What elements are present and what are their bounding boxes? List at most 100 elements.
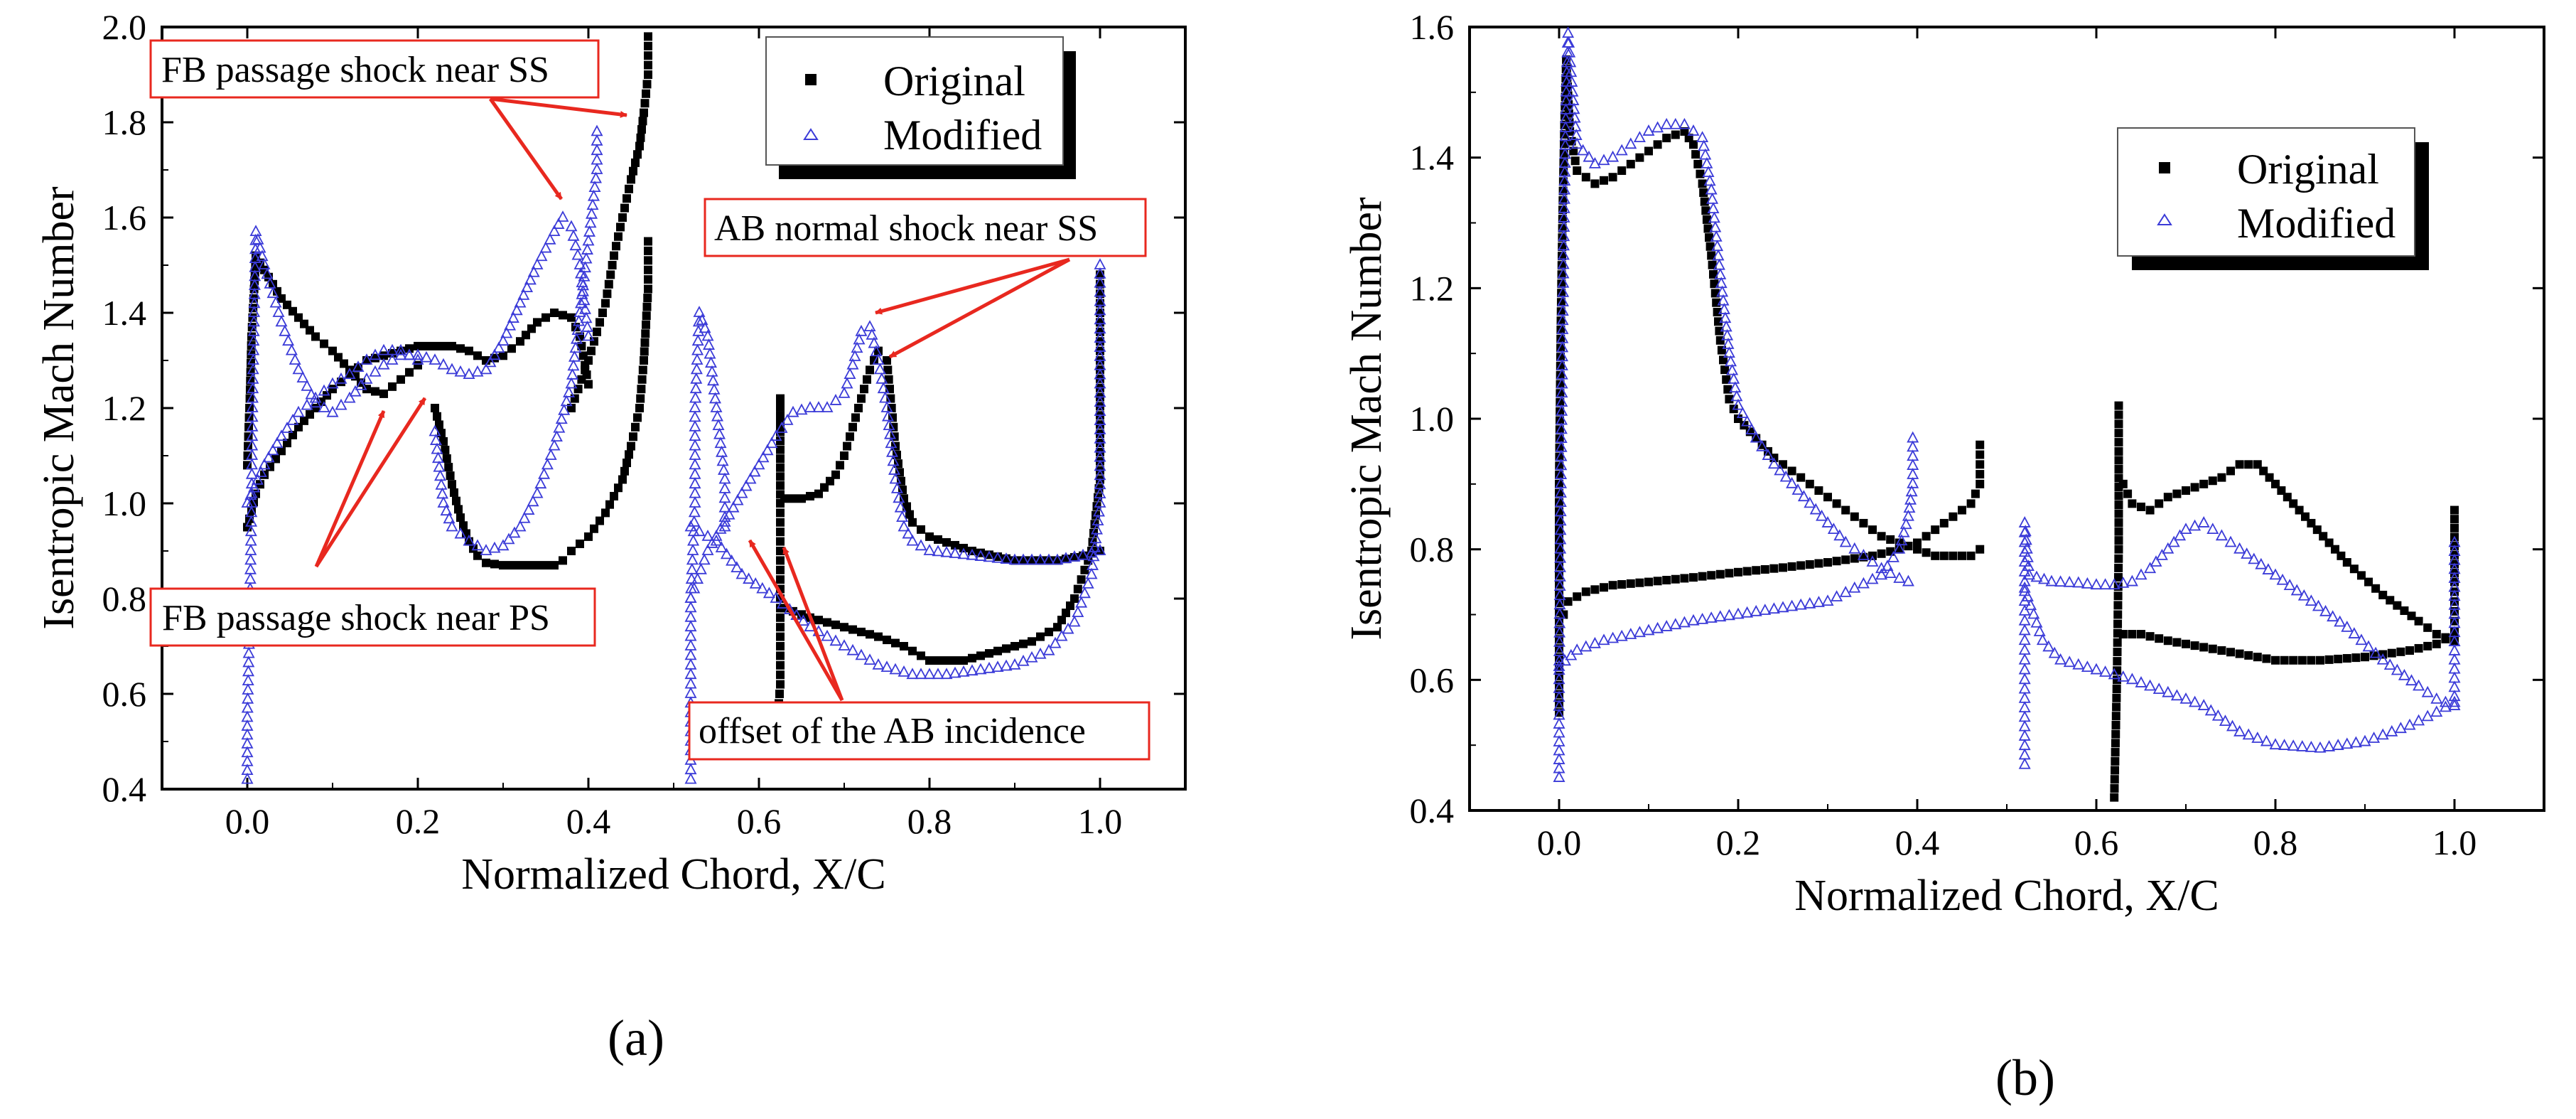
original-point (541, 313, 550, 322)
modified-point (248, 481, 261, 493)
modified-point (688, 505, 701, 518)
original-point (629, 166, 637, 176)
modified-point (1557, 267, 1570, 279)
original-point (2450, 515, 2459, 524)
modified-point (1642, 623, 1655, 636)
modified-point (1008, 658, 1021, 670)
modified-point (689, 401, 701, 412)
y-tick-label: 0.8 (1410, 530, 1455, 569)
modified-point (420, 350, 433, 363)
x-axis-title: Normalized Chord, X/C (1794, 872, 2219, 920)
original-point (2114, 554, 2123, 563)
original-point (776, 518, 785, 527)
original-point (371, 353, 379, 363)
modified-point (855, 324, 868, 336)
modified-point (1554, 542, 1567, 554)
modified-point (684, 591, 697, 603)
modified-point (360, 372, 373, 384)
original-point (2113, 666, 2122, 675)
original-point (1662, 576, 1671, 585)
modified-point (983, 661, 996, 673)
original-point (840, 451, 848, 460)
modified-point (689, 458, 701, 470)
modified-point (2081, 577, 2093, 589)
modified-point (2269, 738, 2282, 750)
modified-point (1696, 612, 1709, 624)
modified-point (2332, 739, 2344, 750)
original-point (1693, 159, 1703, 168)
modified-point (1564, 55, 1577, 68)
modified-point (244, 488, 257, 500)
original-point (2113, 610, 2123, 619)
modified-point (2448, 671, 2461, 683)
arrow-ab-2 (888, 257, 1071, 359)
original-point (1976, 479, 1985, 488)
modified-point (1556, 295, 1569, 306)
modified-point (591, 153, 603, 165)
modified-point (567, 359, 580, 371)
y-tick-label: 1.2 (102, 388, 147, 428)
modified-point (1017, 553, 1030, 565)
modified-point (1094, 294, 1106, 306)
modified-point (2167, 535, 2180, 547)
modified-point (258, 458, 271, 470)
original-point (1036, 632, 1045, 641)
original-point (559, 311, 567, 320)
modified-point (1555, 432, 1568, 443)
original-point (2297, 655, 2307, 665)
modified-point (1708, 211, 1720, 223)
modified-point (2179, 523, 2192, 535)
original-point (1608, 581, 1617, 590)
modified-point (712, 419, 725, 431)
original-point (1719, 355, 1728, 365)
modified-point (691, 572, 704, 584)
modified-point (282, 334, 295, 346)
modified-point (838, 387, 851, 398)
original-point (866, 630, 874, 639)
modified-point (1723, 346, 1735, 358)
original-point (1796, 473, 1806, 482)
original-point (1966, 499, 1976, 508)
original-point (959, 656, 968, 665)
modified-point (440, 504, 453, 516)
modified-point (1848, 581, 1861, 593)
modified-point (689, 477, 701, 489)
original-point (618, 475, 627, 484)
original-point (1886, 535, 1895, 544)
modified-point (887, 454, 900, 466)
modified-point (1094, 478, 1106, 490)
original-point (2386, 596, 2395, 605)
modified-point (879, 391, 892, 403)
original-point (1062, 609, 1070, 618)
modified-point (571, 248, 584, 260)
modified-point (708, 392, 722, 404)
original-point (1722, 375, 1731, 384)
modified-point (1816, 509, 1828, 521)
modified-point (1887, 551, 1899, 562)
modified-point (898, 520, 910, 532)
modified-point (251, 473, 264, 485)
modified-point (1767, 602, 1780, 614)
modified-point (248, 279, 261, 290)
original-point (776, 565, 785, 574)
original-point (2113, 573, 2123, 582)
modified-point (244, 525, 257, 537)
modified-point (544, 232, 556, 245)
modified-point (890, 482, 903, 493)
original-point (371, 387, 379, 396)
modified-point (718, 515, 731, 527)
original-point (993, 552, 1002, 562)
original-point (388, 348, 397, 358)
y-tick-label: 1.6 (1410, 7, 1455, 47)
original-point (2113, 619, 2123, 628)
modified-point (706, 365, 718, 377)
modified-point (244, 572, 257, 584)
annotations-a: FB passage shock near SS AB normal shock… (149, 39, 1150, 761)
modified-point (1902, 574, 1914, 587)
original-point (1725, 395, 1734, 404)
modified-point (693, 525, 706, 537)
modified-point (1094, 377, 1106, 389)
x-tick-label: 0.0 (225, 801, 270, 841)
original-point (1832, 499, 1841, 508)
original-point (1581, 173, 1590, 182)
